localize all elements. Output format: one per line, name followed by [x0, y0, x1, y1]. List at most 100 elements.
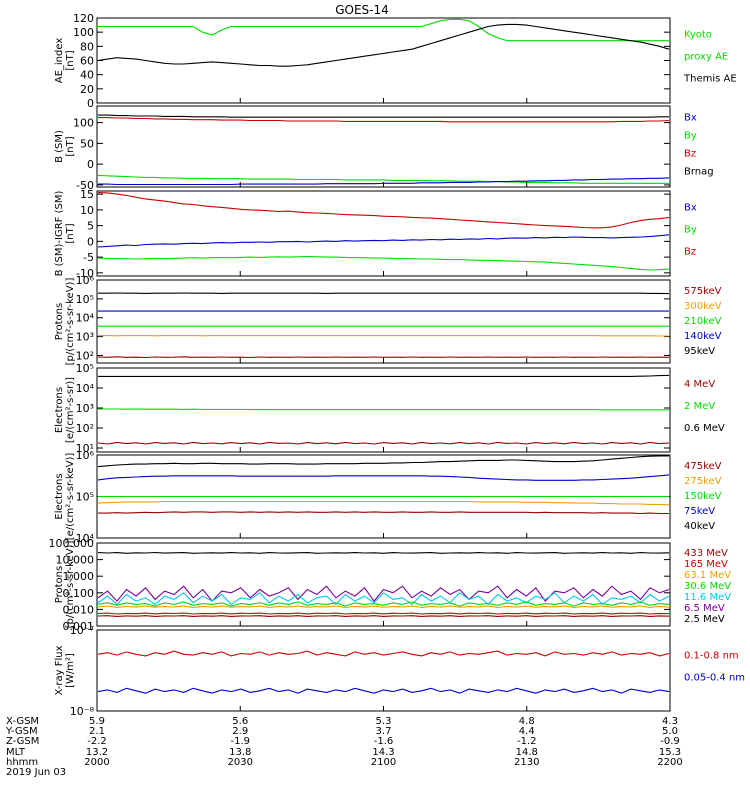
y-tick-label: 10⁶ — [76, 449, 95, 462]
x-row-value: -0.9 — [660, 736, 680, 747]
y-tick-label: -50 — [76, 179, 94, 192]
x-row-value: 4.8 — [519, 716, 535, 727]
panel-protons1: 10² 10³ 10⁴ 10⁵ 10⁶ Protons [p/(cm²-s-sr-keV)]… — [54, 274, 722, 365]
series-line-bz — [97, 192, 670, 229]
legend-entry: 210keV — [684, 316, 722, 327]
legend-entry: 300keV — [684, 301, 722, 312]
x-row-label: MLT — [6, 747, 26, 758]
x-row-value: 2000 — [84, 757, 109, 768]
series-line-95kev — [98, 292, 670, 295]
series-line-0-05-0-4-nm — [97, 687, 670, 694]
y-axis-label: Protons — [54, 303, 65, 340]
y-tick-label: 0 — [87, 158, 94, 171]
y-tick-label: 10 — [80, 204, 94, 217]
series-line-165-mev — [97, 612, 670, 615]
legend-entry: Themis AE — [683, 74, 737, 85]
series-line-6-5-mev — [97, 585, 670, 603]
y-tick-label: 80 — [80, 40, 94, 53]
panel-bsm: -50 0 50 100 B (SM) [nT] Bx By Bz Brnag — [54, 105, 714, 192]
x-row-label: Z-GSM — [6, 736, 39, 747]
panel-frame — [96, 17, 671, 104]
legend-entry: 95keV — [684, 346, 715, 357]
legend-entry: Bz — [684, 247, 696, 258]
panel-electrons1: 10¹ 10² 10³ 10⁴ 10⁵ Electrons [e/(cm²-s-sr)] 4 … — [54, 362, 725, 455]
legend-entry: 0.05-0.4 nm — [684, 673, 745, 684]
legend-entry: By — [684, 131, 697, 142]
y-tick-label: 100 — [73, 26, 94, 39]
y-axis-label: B (SM)-IGRF (SM) — [54, 191, 65, 277]
y-tick-label: 0.100 — [63, 587, 95, 600]
y-tick-label: 10⁴ — [76, 312, 95, 325]
x-row-value: 5.0 — [662, 726, 678, 737]
y-axis-label: Electrons — [54, 387, 65, 433]
legend-entry: 275keV — [684, 476, 722, 487]
y-tick-label: 60 — [80, 55, 94, 68]
x-row-value: 4.4 — [519, 726, 535, 737]
legend-entry: 75keV — [684, 506, 715, 517]
y-axis-label: [e/(cm²-s-sr)] — [65, 377, 76, 443]
x-row-value: -2.2 — [87, 736, 107, 747]
x-row-value: 2130 — [514, 757, 539, 768]
series-line-brnag — [98, 114, 669, 118]
y-tick-label: 10² — [76, 422, 94, 435]
y-axis-label: Protons — [54, 566, 65, 603]
legend-entry: 40keV — [684, 521, 715, 532]
y-tick-label: 20 — [80, 83, 94, 96]
legend-entry: proxy AE — [684, 52, 728, 63]
y-tick-label: 10⁻⁸ — [70, 705, 95, 718]
legend-entry: Bz — [684, 149, 696, 160]
x-row-value: 2030 — [228, 757, 253, 768]
y-tick-label: 0 — [87, 97, 94, 110]
panel-frame — [96, 629, 671, 712]
y-tick-label: 10¹ — [76, 442, 94, 455]
legend-entry: By — [684, 225, 697, 236]
y-tick-label: 10⁶ — [76, 274, 95, 287]
y-tick-label: 100.000 — [49, 537, 95, 550]
series-line-0-6-mev — [98, 374, 670, 377]
series-line-2-mev — [98, 408, 669, 411]
series-line-275kev — [97, 500, 670, 506]
series-line-30-6-mev — [97, 601, 670, 607]
x-row-value: 2200 — [657, 757, 682, 768]
legend-entry: 433 MeV — [684, 548, 728, 559]
x-row-value: 4.3 — [662, 716, 678, 727]
y-axis-label: X-ray Flux — [54, 645, 65, 695]
panel-frame — [96, 105, 671, 188]
x-row-value: 14.3 — [372, 747, 394, 758]
y-tick-label: 0.010 — [63, 603, 95, 616]
panel-xray: 10⁻⁸ 10⁻⁷ X-ray Flux [W/m²] 0.1-0.8 nm 0.05-0… — [54, 624, 745, 718]
series-line-2-5-mev — [97, 551, 670, 554]
y-axis-label: AE_index — [54, 38, 65, 84]
y-axis-label: [nT] — [65, 223, 76, 243]
plot-title: GOES-14 — [335, 3, 389, 17]
y-axis-label: [e/(cm²-s-sr-keV)] — [65, 453, 76, 541]
x-row-value: 5.6 — [232, 716, 248, 727]
date-label: 2019 Jun 03 — [6, 767, 66, 778]
x-row-value: 13.8 — [229, 747, 251, 758]
legend-entry: Bx — [684, 113, 697, 124]
y-tick-label: 10² — [76, 349, 94, 362]
y-tick-label: 0.001 — [63, 620, 95, 633]
y-axis-label: Electrons — [54, 473, 65, 519]
y-tick-label: 1.000 — [63, 570, 95, 583]
series-line-by — [97, 255, 670, 271]
series-line-11-6-mev — [97, 592, 670, 606]
y-tick-label: 10³ — [76, 331, 94, 344]
y-tick-label: 10⁻⁷ — [70, 624, 94, 637]
x-row-value: 2100 — [371, 757, 396, 768]
y-tick-label: 120 — [73, 12, 94, 25]
y-tick-label: 10⁵ — [76, 293, 94, 306]
y-axis-label: [p/(cm²-s-sr-keV)] — [65, 541, 76, 629]
legend-entry: 0.1-0.8 nm — [684, 651, 739, 662]
x-row-value: -1.6 — [374, 736, 394, 747]
x-row-value: 2.1 — [89, 726, 105, 737]
y-axis-label: [nT] — [65, 50, 76, 70]
series-line-433-mev — [97, 615, 670, 617]
y-tick-label: 10⁵ — [76, 362, 94, 375]
x-row-label: X-GSM — [6, 716, 39, 727]
legend-entry: Brnag — [684, 167, 714, 178]
legend-entry: 11.6 MeV — [684, 592, 731, 603]
y-tick-label: 5 — [87, 220, 94, 233]
y-tick-label: 0 — [87, 235, 94, 248]
x-row-value: 5.3 — [376, 716, 392, 727]
